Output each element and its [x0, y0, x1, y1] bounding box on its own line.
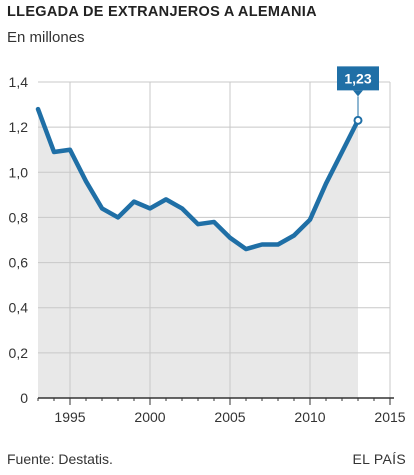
source-note: Fuente: Destatis. [7, 451, 113, 467]
y-tick-label: 0,4 [9, 300, 29, 316]
x-tick-label: 2000 [134, 409, 165, 425]
y-tick-label: 0,6 [9, 255, 29, 271]
chart-subtitle: En millones [7, 29, 85, 46]
publisher-credit: EL PAÍS [352, 451, 406, 467]
y-tick-label: 0,8 [9, 209, 29, 225]
series-line [35, 106, 361, 252]
y-tick-label: 0,2 [9, 345, 29, 361]
y-tick-label: 1,0 [9, 164, 29, 180]
y-tick-label: 1,4 [9, 74, 29, 90]
x-tick-label: 1995 [54, 409, 85, 425]
highlighted-point [353, 115, 363, 125]
callout-box [337, 66, 379, 91]
callout-label: 1,23 [344, 70, 371, 86]
y-tick-label: 1,2 [9, 119, 29, 135]
callout-pointer [353, 90, 363, 97]
x-tick-label: 2015 [374, 409, 405, 425]
area-fill [38, 109, 358, 398]
x-tick-label: 2005 [214, 409, 245, 425]
y-tick-label: 0 [20, 390, 28, 406]
x-tick-label: 2010 [294, 409, 325, 425]
chart-title: LLEGADA DE EXTRANJEROS A ALEMANIA [7, 4, 317, 20]
